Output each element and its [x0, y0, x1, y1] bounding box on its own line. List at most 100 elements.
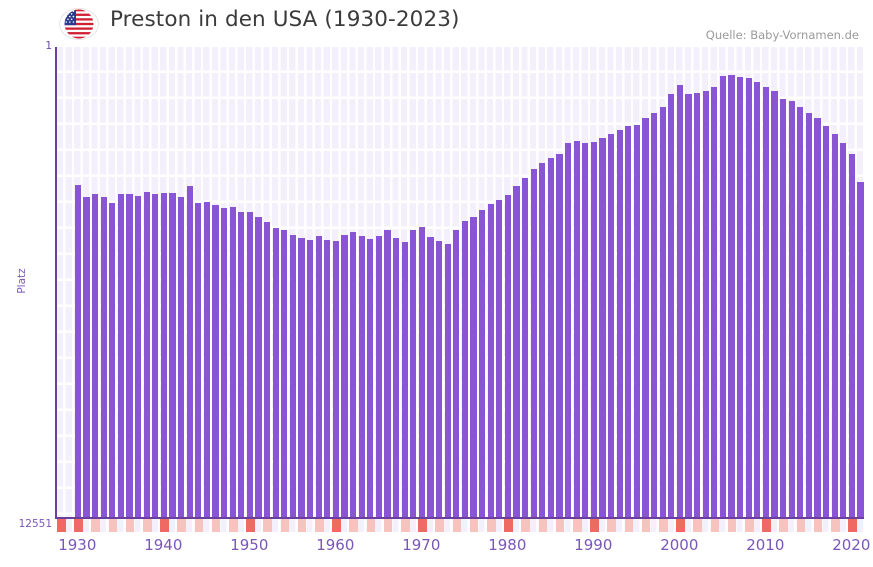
- x-axis-tick-label: 1930: [58, 536, 97, 554]
- bar: [281, 230, 288, 517]
- bar: [556, 154, 563, 517]
- bar: [676, 85, 683, 517]
- x-tick-minor: [229, 519, 238, 532]
- x-tick-minor: [813, 519, 823, 532]
- bar: [74, 185, 81, 517]
- bar: [771, 91, 778, 517]
- bar: [126, 194, 133, 517]
- bar: [109, 203, 116, 517]
- x-tick-minor: [263, 519, 272, 532]
- x-tick-minor: [538, 519, 548, 532]
- x-tick-major: [504, 519, 513, 532]
- bar: [212, 205, 219, 517]
- y-axis-top-label: 1: [45, 40, 52, 52]
- bar: [367, 239, 374, 517]
- bar: [668, 94, 675, 517]
- bar: [513, 186, 520, 517]
- x-tick-major: [848, 519, 857, 532]
- bar: [642, 118, 649, 517]
- x-tick-major: [676, 519, 685, 532]
- bar: [651, 113, 658, 517]
- bar: [522, 178, 529, 517]
- bar: [350, 232, 357, 517]
- bar: [92, 194, 99, 517]
- bar: [203, 202, 210, 517]
- bar: [608, 134, 615, 517]
- x-tick-minor: [641, 519, 651, 532]
- chart-header: Preston in den USA (1930-2023) Quelle: B…: [0, 0, 873, 47]
- bar: [573, 141, 580, 517]
- x-axis-tick-label: 1960: [316, 536, 355, 554]
- bar: [848, 154, 855, 517]
- bar: [255, 217, 262, 517]
- bar: [565, 143, 572, 517]
- bar: [547, 158, 554, 517]
- x-axis-tick-label: 2010: [746, 536, 785, 554]
- x-tick-minor: [452, 519, 462, 532]
- x-tick-minor: [487, 519, 496, 532]
- bar: [840, 143, 847, 517]
- bar: [143, 192, 150, 517]
- x-tick-minor: [401, 519, 410, 532]
- bar: [341, 235, 348, 517]
- bar: [530, 169, 537, 517]
- bar: [814, 118, 821, 517]
- bar: [504, 195, 511, 517]
- bar: [702, 91, 709, 517]
- bar: [694, 93, 701, 517]
- bar: [719, 76, 726, 517]
- x-tick-minor: [710, 519, 720, 532]
- bar: [805, 113, 812, 517]
- bar: [298, 238, 305, 517]
- us-flag-icon: [60, 9, 98, 39]
- bar: [169, 193, 176, 517]
- x-tick-minor: [727, 519, 737, 532]
- bar: [410, 230, 417, 517]
- bar: [246, 212, 253, 517]
- bar: [358, 236, 365, 517]
- bar: [857, 182, 864, 517]
- bar: [238, 212, 245, 517]
- bar: [332, 241, 339, 517]
- bar: [229, 207, 236, 517]
- bar: [625, 126, 632, 517]
- bar: [427, 237, 434, 517]
- source-attribution: Quelle: Baby-Vornamen.de: [705, 28, 859, 42]
- x-axis-tick-label: 2000: [660, 536, 699, 554]
- bar: [453, 230, 460, 517]
- y-axis-title: Platz: [16, 268, 28, 294]
- x-tick-minor: [573, 519, 582, 532]
- bar: [831, 134, 838, 517]
- bar: [496, 200, 503, 517]
- bar: [780, 99, 787, 517]
- bar: [418, 227, 425, 517]
- bar: [599, 138, 606, 517]
- x-tick-minor: [194, 519, 204, 532]
- bar: [616, 130, 623, 517]
- bar: [633, 125, 640, 517]
- x-tick-minor: [125, 519, 135, 532]
- bar: [479, 210, 486, 517]
- bar: [160, 193, 167, 517]
- bar: [728, 75, 735, 517]
- x-tick-minor: [693, 519, 702, 532]
- bar: [307, 240, 314, 517]
- bar: [461, 221, 468, 517]
- bar: [186, 186, 193, 517]
- x-tick-major: [160, 519, 169, 532]
- bar: [289, 235, 296, 517]
- bar: [788, 101, 795, 517]
- x-tick-minor: [280, 519, 290, 532]
- bar: [685, 94, 692, 517]
- x-tick-minor: [796, 519, 806, 532]
- bar-series: [57, 47, 864, 517]
- bar: [444, 244, 451, 517]
- bar: [539, 163, 546, 517]
- x-tick-minor: [831, 519, 840, 532]
- bar: [754, 82, 761, 517]
- bar: [470, 217, 477, 517]
- x-tick-minor: [745, 519, 754, 532]
- x-tick-minor: [624, 519, 634, 532]
- x-axis-tick-label: 1950: [230, 536, 269, 554]
